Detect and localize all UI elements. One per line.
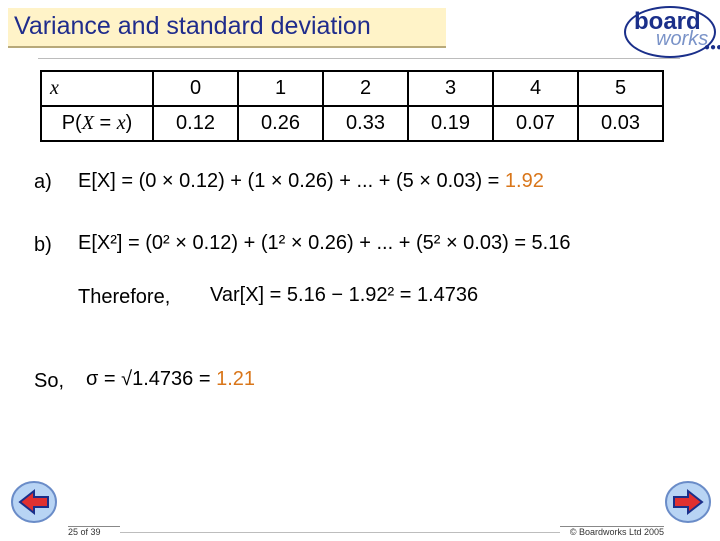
page-title: Variance and standard deviation (14, 12, 371, 40)
logo-works-text: works (656, 28, 709, 50)
table-row-x: x 0 1 2 3 4 5 (40, 70, 664, 107)
table-cell: 0.12 (152, 105, 239, 142)
part-b-label: b) (34, 234, 52, 256)
table-cell: 0.33 (322, 105, 409, 142)
page-counter: 25 of 39 (68, 526, 120, 541)
next-button[interactable] (664, 478, 712, 526)
logo-ring (624, 6, 716, 58)
so-label: So, (34, 370, 65, 392)
header-separator (38, 58, 680, 59)
table-cell: 1 (237, 70, 324, 107)
table-cell: 2 (322, 70, 409, 107)
prev-button[interactable] (10, 478, 58, 526)
sd-equation: σ = √1.4736 = 1.21 (86, 368, 255, 391)
row-label-x: x (40, 70, 154, 107)
copyright: © Boardworks Ltd 2005 (560, 526, 664, 541)
table-cell: 0.03 (577, 105, 664, 142)
part-a-label: a) (34, 171, 52, 193)
table-row-probability: P(X = x) 0.12 0.26 0.33 0.19 0.07 0.03 (40, 105, 664, 142)
table-cell: 0.26 (237, 105, 324, 142)
table-cell: 0 (152, 70, 239, 107)
therefore-label: Therefore, (78, 286, 171, 308)
next-arrow-icon (665, 481, 711, 523)
row-label-probability: P(X = x) (40, 105, 154, 142)
table-cell: 4 (492, 70, 579, 107)
part-a-lhs: E[X] = (0 × 0.12) + (1 × 0.26) + ... + (… (78, 170, 505, 192)
part-a-equation: E[X] = (0 × 0.12) + (1 × 0.26) + ... + (… (78, 170, 544, 193)
sd-result: 1.21 (216, 368, 256, 390)
prev-arrow-icon (11, 481, 57, 523)
part-a-result: 1.92 (504, 170, 544, 192)
table-cell: 3 (407, 70, 494, 107)
probability-table: x 0 1 2 3 4 5 P(X = x) 0.12 0.26 0.33 0.… (40, 70, 664, 142)
footer-rule (120, 532, 560, 533)
sd-lhs: σ = √1.4736 = (86, 368, 217, 390)
table-cell: 0.07 (492, 105, 579, 142)
logo-board-text: board (634, 8, 701, 35)
variance-equation: Var[X] = 5.16 − 1.92² = 1.4736 (210, 284, 479, 306)
table-cell: 0.19 (407, 105, 494, 142)
table-cell: 5 (577, 70, 664, 107)
title-bar (8, 8, 446, 48)
boardworks-logo: board works ●●● (624, 6, 720, 58)
part-b-equation: E[X²] = (0² × 0.12) + (1² × 0.26) + ... … (78, 232, 571, 254)
logo-dots: ●●● (704, 42, 720, 53)
